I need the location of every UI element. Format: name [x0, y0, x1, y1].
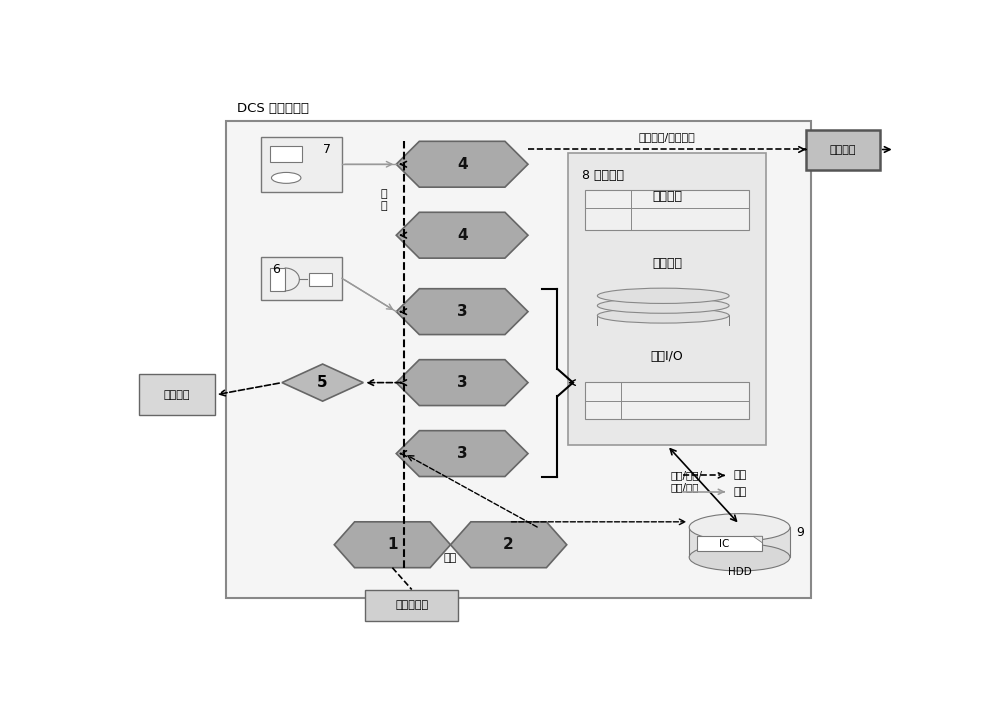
Bar [585, 382, 749, 419]
Bar [270, 146, 302, 162]
Text: 存储/恢复/
拷贝/删除: 存储/恢复/ 拷贝/删除 [671, 470, 703, 491]
Text: 工程师站: 工程师站 [164, 390, 190, 400]
Ellipse shape [597, 308, 729, 323]
Text: DCS 仿真服务器: DCS 仿真服务器 [237, 102, 309, 115]
Text: 控制: 控制 [733, 470, 747, 481]
Polygon shape [334, 522, 450, 568]
Bar [697, 536, 762, 552]
Text: 模拟终端: 模拟终端 [830, 145, 856, 155]
Text: 模型服务器: 模型服务器 [395, 601, 428, 610]
Ellipse shape [597, 288, 729, 303]
Text: 9: 9 [796, 526, 804, 540]
Text: 显示请求/操作信息: 显示请求/操作信息 [639, 133, 695, 143]
Text: 3: 3 [457, 446, 467, 461]
Polygon shape [396, 430, 528, 476]
Polygon shape [282, 364, 363, 401]
Bar [139, 374, 215, 415]
Ellipse shape [689, 544, 790, 571]
Polygon shape [396, 212, 528, 258]
Text: 3: 3 [457, 375, 467, 390]
Polygon shape [396, 289, 528, 335]
Polygon shape [396, 141, 528, 187]
Polygon shape [753, 536, 762, 543]
Text: 调
度: 调 度 [380, 189, 387, 211]
Polygon shape [396, 359, 528, 406]
Bar [585, 191, 749, 230]
Bar [568, 153, 766, 445]
Text: 虚拟I/O: 虚拟I/O [651, 350, 683, 363]
Bar [226, 121, 811, 598]
Bar [689, 527, 790, 557]
Ellipse shape [689, 513, 790, 541]
Bar [261, 137, 342, 191]
Text: 4: 4 [457, 157, 467, 172]
Text: 7: 7 [323, 143, 331, 157]
Text: 操作历史: 操作历史 [652, 191, 682, 203]
Text: 4: 4 [457, 228, 467, 242]
Ellipse shape [597, 298, 729, 313]
Bar [365, 589, 458, 621]
Ellipse shape [271, 172, 301, 184]
Text: 虚拟网络: 虚拟网络 [652, 257, 682, 270]
Text: 6: 6 [272, 262, 280, 276]
Bar [806, 130, 880, 169]
Bar [270, 268, 285, 291]
Text: 8 共享内存: 8 共享内存 [582, 169, 624, 182]
Text: 5: 5 [317, 375, 328, 390]
Text: HDD: HDD [728, 567, 751, 577]
Text: 调度: 调度 [444, 553, 457, 563]
Text: 3: 3 [457, 304, 467, 319]
Polygon shape [450, 522, 567, 568]
Text: IC: IC [719, 539, 730, 549]
Text: 1: 1 [387, 537, 398, 552]
Bar [309, 272, 332, 286]
Text: 数据: 数据 [733, 487, 747, 497]
Bar [261, 257, 342, 300]
Text: 2: 2 [503, 537, 514, 552]
